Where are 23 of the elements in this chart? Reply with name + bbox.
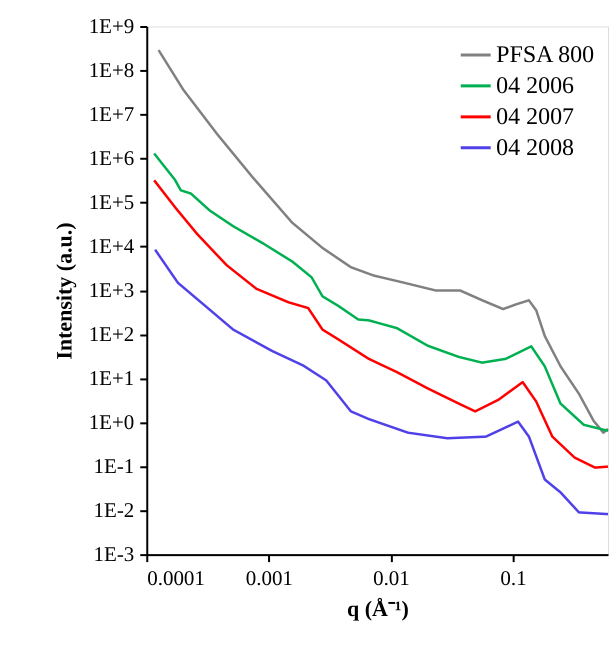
y-tick-label: 1E+2 — [88, 322, 134, 346]
legend-label: 04 2007 — [496, 104, 574, 130]
y-tick-label: 1E+1 — [88, 366, 134, 390]
y-tick-label: 1E+5 — [88, 190, 134, 214]
x-axis-title: q (Å⁻¹) — [346, 596, 409, 622]
legend-label: 04 2008 — [496, 134, 574, 161]
x-tick-label: 0.01 — [373, 566, 410, 590]
y-tick-label: 1E+8 — [88, 58, 134, 82]
x-tick-label: 0.001 — [246, 566, 293, 590]
y-axis-title: Intensity (a.u.) — [52, 222, 77, 360]
y-tick-label: 1E+4 — [88, 234, 135, 258]
x-tick-label: 0.0001 — [147, 566, 205, 590]
y-tick-label: 1E-2 — [94, 498, 134, 522]
y-tick-label: 1E+7 — [88, 102, 134, 126]
y-tick-label: 1E-3 — [94, 542, 134, 566]
legend-label: PFSA 800 — [496, 42, 594, 68]
y-tick-label: 1E+3 — [88, 278, 134, 302]
y-tick-label: 1E-1 — [94, 454, 134, 478]
x-tick-label: 0.1 — [500, 566, 527, 590]
y-tick-label: 1E+0 — [88, 410, 134, 434]
y-tick-label: 1E+6 — [88, 146, 134, 170]
legend-label: 04 2006 — [496, 72, 574, 99]
y-tick-label: 1E+9 — [88, 14, 134, 38]
